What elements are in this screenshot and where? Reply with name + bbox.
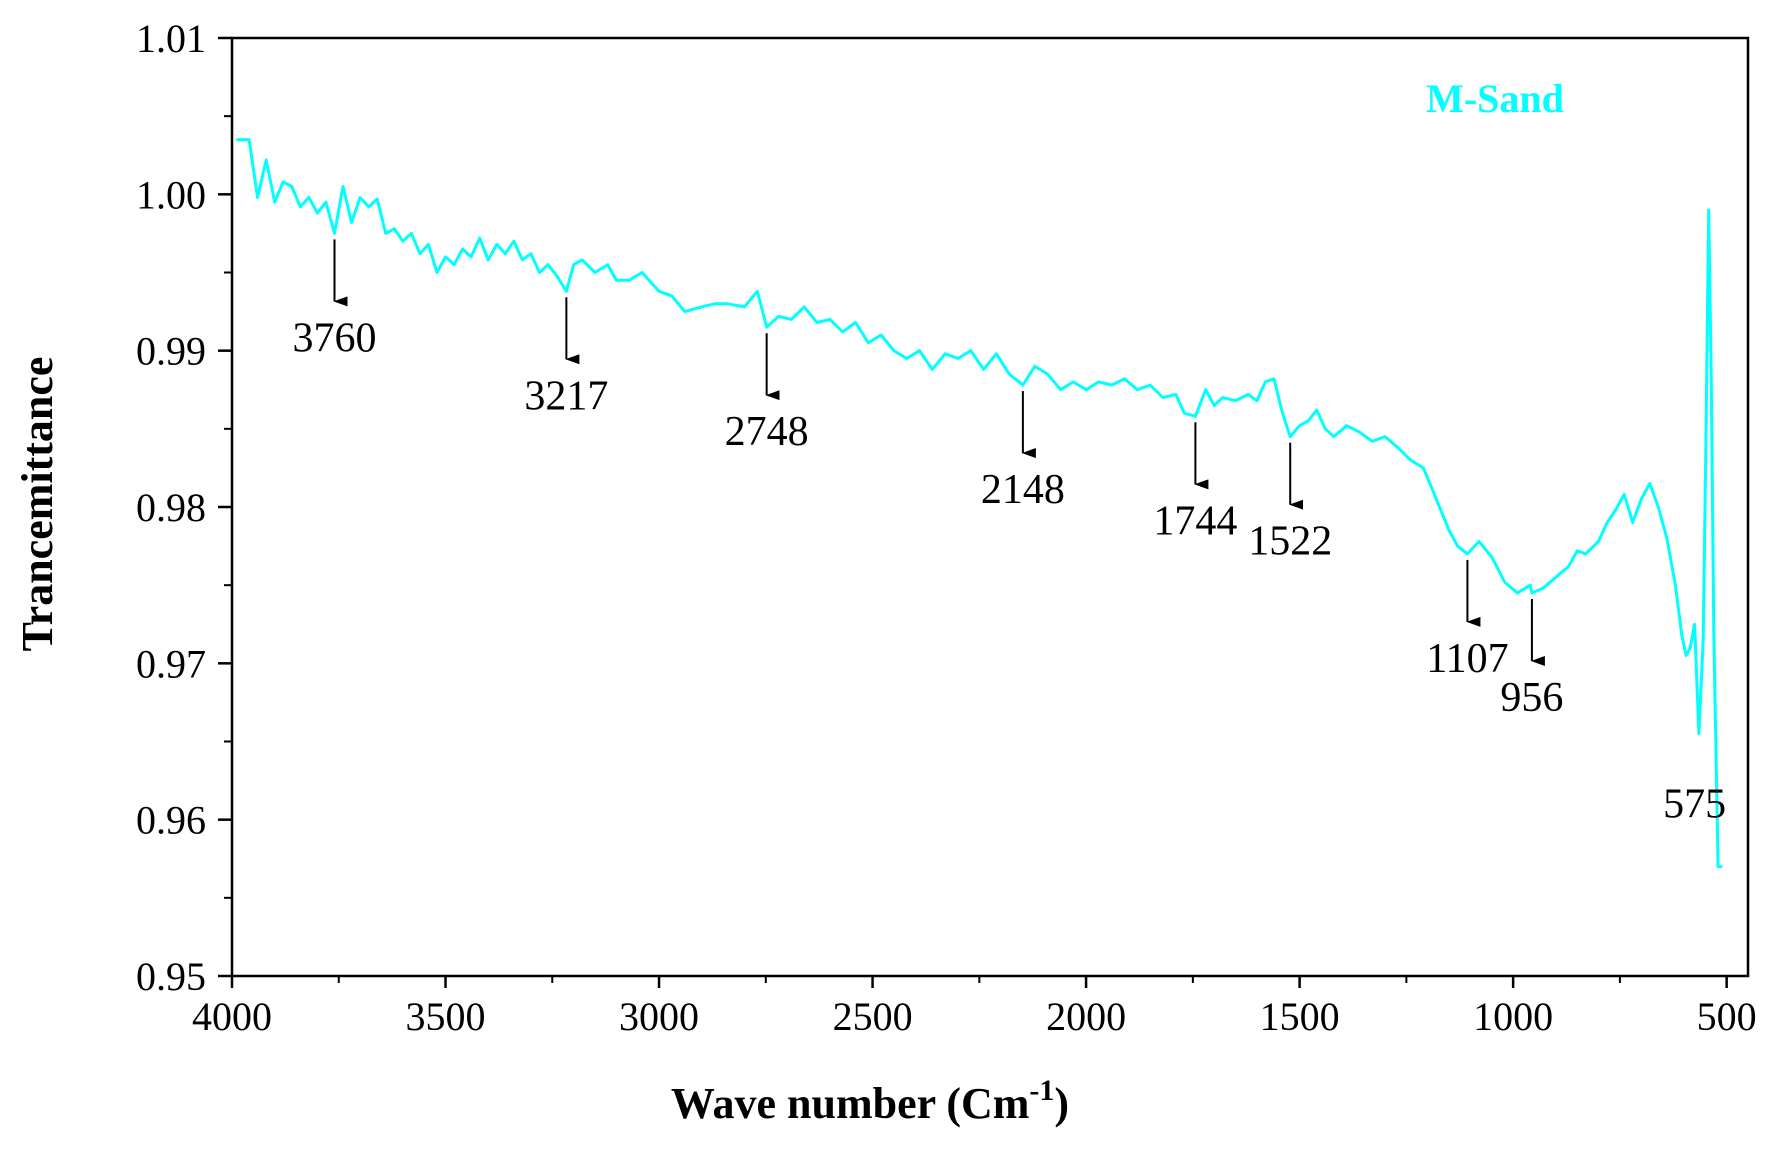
- x-axis-title: Wave number (Cm-1): [671, 1074, 1069, 1128]
- y-tick-label: 0.99: [136, 329, 206, 374]
- x-axis-title-close: ): [1054, 1079, 1069, 1128]
- x-tick-label: 500: [1697, 994, 1757, 1039]
- x-axis-title-sup: -1: [1029, 1074, 1054, 1107]
- x-tick-label: 4000: [192, 994, 272, 1039]
- x-tick-label: 2000: [1046, 994, 1126, 1039]
- x-tick-label: 3500: [406, 994, 486, 1039]
- peak-label: 3760: [292, 315, 376, 361]
- series-group: [236, 138, 1723, 869]
- x-axis: 4000 3500 3000 2500 2000 1500 1000 500: [192, 976, 1757, 1039]
- x-tick-label: 2500: [833, 994, 913, 1039]
- y-tick-label: 0.97: [136, 641, 206, 686]
- y-tick-label: 1.01: [136, 16, 206, 61]
- y-tick-label: 0.95: [136, 954, 206, 999]
- x-tick-label: 3000: [619, 994, 699, 1039]
- x-tick-label: 1000: [1473, 994, 1553, 1039]
- peak-label: 3217: [524, 373, 608, 419]
- peak-label: 575: [1663, 782, 1726, 828]
- y-axis: 0.95 0.96 0.97 0.98 0.99 1.00 1.01: [136, 16, 232, 999]
- y-tick-label: 0.98: [136, 485, 206, 530]
- series-line-msand: [236, 138, 1723, 869]
- y-axis-title: Trancemittance: [13, 357, 62, 652]
- x-tick-label: 1500: [1260, 994, 1340, 1039]
- peak-label: 956: [1500, 675, 1563, 721]
- peak-label: 1522: [1248, 519, 1332, 565]
- peak-label: 2148: [981, 467, 1065, 513]
- peak-label: 1744: [1153, 498, 1237, 544]
- legend-label: M-Sand: [1426, 76, 1564, 121]
- peak-label: 2748: [725, 409, 809, 455]
- y-tick-label: 0.96: [136, 798, 206, 843]
- y-tick-label: 1.00: [136, 172, 206, 217]
- peak-label: 1107: [1426, 636, 1508, 682]
- x-axis-title-main: Wave number (Cm: [671, 1079, 1030, 1128]
